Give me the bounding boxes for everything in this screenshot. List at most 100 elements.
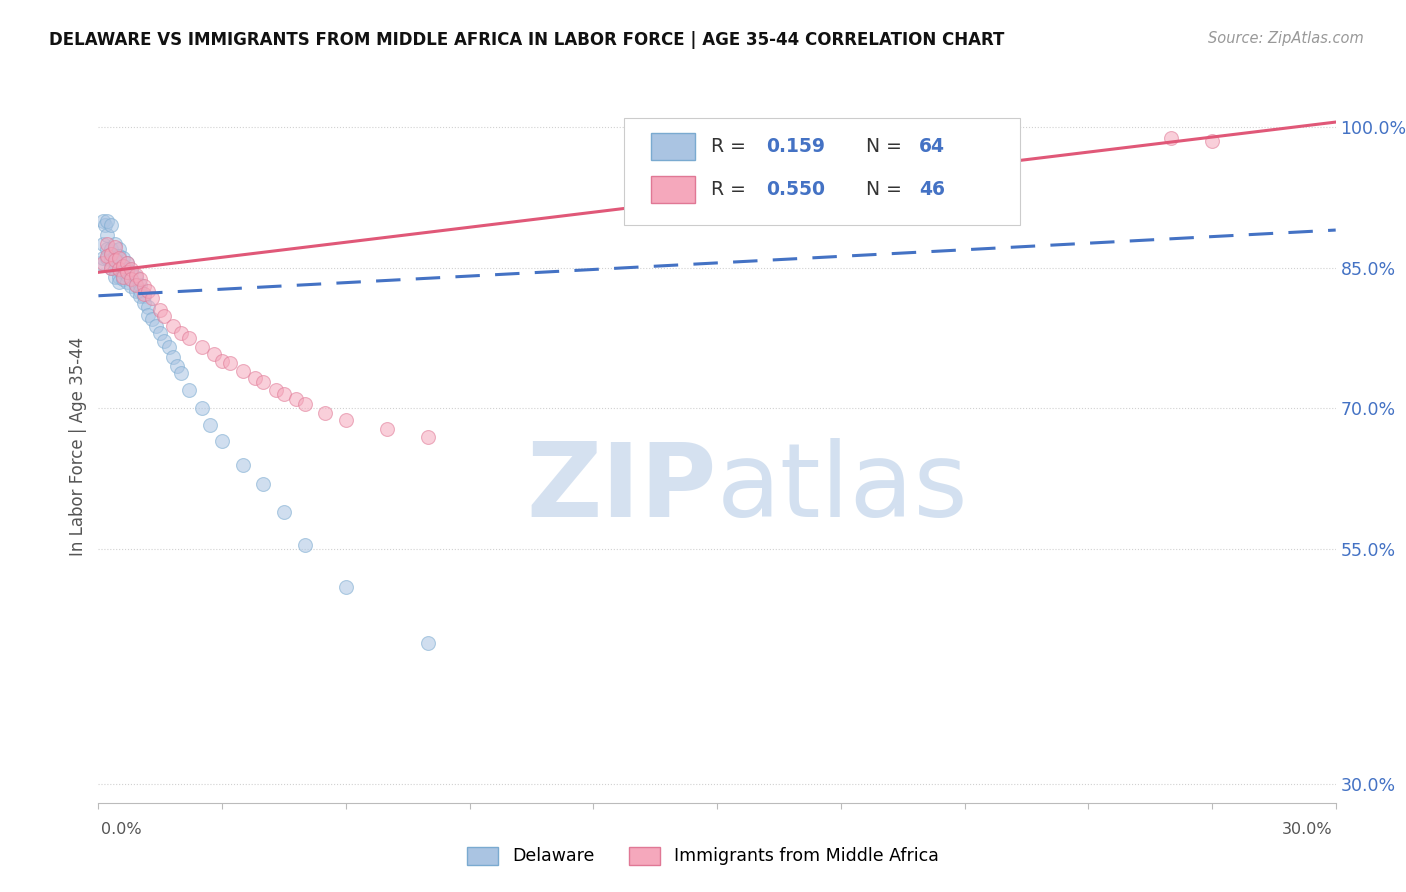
Point	[808, 128, 831, 142]
Point	[108, 242, 131, 256]
Point	[91, 213, 114, 227]
Point	[112, 272, 135, 286]
Point	[100, 253, 122, 268]
Point	[132, 286, 155, 301]
Point	[96, 242, 118, 256]
Point	[149, 302, 172, 317]
Point	[145, 318, 167, 333]
Point	[418, 636, 440, 650]
Text: 46: 46	[918, 179, 945, 199]
Point	[108, 251, 131, 265]
Point	[117, 262, 139, 277]
Point	[128, 272, 150, 286]
Point	[100, 246, 122, 260]
Point	[170, 326, 193, 341]
Text: atlas: atlas	[717, 438, 969, 540]
Point	[91, 251, 114, 265]
Point	[166, 359, 188, 374]
Text: N =: N =	[866, 179, 907, 199]
Point	[112, 259, 135, 273]
Point	[170, 366, 193, 380]
Point	[124, 270, 146, 285]
Point	[100, 242, 122, 256]
Point	[89, 256, 111, 270]
Point	[104, 262, 127, 277]
Point	[157, 340, 180, 354]
Point	[232, 364, 254, 378]
Point	[141, 291, 163, 305]
Point	[153, 310, 176, 324]
Point	[100, 219, 122, 233]
Point	[96, 249, 118, 263]
Point	[232, 458, 254, 472]
Text: ZIP: ZIP	[527, 438, 717, 540]
Point	[136, 284, 159, 298]
Point	[108, 256, 131, 270]
Point	[93, 219, 115, 233]
Text: 64: 64	[918, 136, 945, 156]
Point	[96, 237, 118, 252]
Point	[112, 265, 135, 279]
Point	[149, 326, 172, 341]
Point	[112, 259, 135, 273]
Point	[211, 354, 233, 368]
Point	[108, 262, 131, 277]
Text: N =: N =	[866, 136, 907, 156]
Point	[96, 251, 118, 265]
Point	[162, 350, 184, 364]
Point	[112, 270, 135, 285]
Text: 30.0%: 30.0%	[1282, 822, 1333, 837]
Point	[219, 356, 242, 370]
Point	[128, 284, 150, 298]
Point	[117, 256, 139, 270]
Point	[108, 275, 131, 289]
Point	[1201, 134, 1223, 148]
Point	[294, 397, 316, 411]
Point	[128, 289, 150, 303]
Text: 0.159: 0.159	[766, 136, 825, 156]
Point	[162, 318, 184, 333]
Point	[179, 383, 201, 397]
Point	[100, 246, 122, 260]
Text: R =: R =	[711, 179, 752, 199]
Point	[294, 538, 316, 552]
Point	[108, 249, 131, 263]
Point	[104, 270, 127, 285]
Point	[202, 347, 225, 361]
Point	[273, 505, 295, 519]
Point	[112, 251, 135, 265]
Point	[96, 213, 118, 227]
Point	[96, 227, 118, 242]
Point	[117, 268, 139, 282]
Point	[285, 392, 308, 406]
Point	[190, 340, 212, 354]
Point	[120, 262, 142, 277]
Point	[198, 418, 221, 433]
Point	[273, 387, 295, 401]
Point	[104, 240, 127, 254]
Point	[104, 256, 127, 270]
Legend: Delaware, Immigrants from Middle Africa: Delaware, Immigrants from Middle Africa	[467, 847, 939, 865]
Point	[132, 296, 155, 310]
Point	[264, 383, 287, 397]
Point	[128, 277, 150, 292]
Point	[252, 476, 274, 491]
Point	[104, 237, 127, 252]
Point	[190, 401, 212, 416]
FancyBboxPatch shape	[624, 118, 1021, 225]
Point	[108, 270, 131, 285]
Point	[117, 265, 139, 279]
Point	[132, 279, 155, 293]
Text: DELAWARE VS IMMIGRANTS FROM MIDDLE AFRICA IN LABOR FORCE | AGE 35-44 CORRELATION: DELAWARE VS IMMIGRANTS FROM MIDDLE AFRIC…	[49, 31, 1004, 49]
Point	[136, 308, 159, 322]
Text: 0.550: 0.550	[766, 179, 825, 199]
Point	[104, 249, 127, 263]
Point	[243, 371, 266, 385]
Text: Source: ZipAtlas.com: Source: ZipAtlas.com	[1208, 31, 1364, 46]
Point	[124, 268, 146, 282]
Point	[335, 580, 357, 594]
Point	[117, 256, 139, 270]
Text: 0.0%: 0.0%	[101, 822, 142, 837]
Point	[117, 275, 139, 289]
Point	[136, 300, 159, 314]
